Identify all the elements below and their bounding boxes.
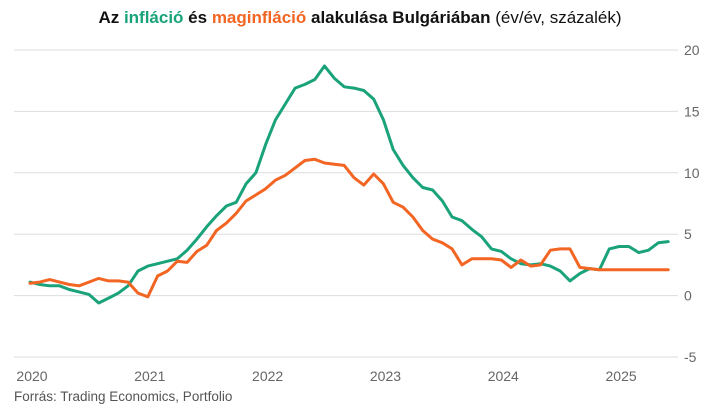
y-tick-label: -5	[684, 349, 697, 365]
title-series-inflation: infláció	[123, 8, 184, 27]
series-line-inflation	[28, 64, 670, 305]
y-tick-label: 10	[684, 165, 700, 181]
y-axis-ticks: 20 15 10 5 0 -5	[684, 42, 700, 365]
y-tick-label: 5	[684, 226, 692, 242]
title-units: (év/év, százalék)	[490, 8, 622, 27]
chart-title: Az infláció és maginfláció alakulása Bul…	[0, 8, 720, 28]
title-prefix: Az	[98, 8, 124, 27]
x-tick-label: 2020	[16, 368, 47, 384]
x-tick-label: 2021	[134, 368, 165, 384]
y-tick-label: 0	[684, 288, 692, 304]
gridlines	[14, 49, 678, 358]
title-suffix: alakulása Bulgáriában	[306, 8, 491, 27]
y-tick-label: 20	[684, 42, 700, 58]
title-middle: és	[183, 8, 212, 27]
x-tick-label: 2023	[370, 368, 401, 384]
x-axis-ticks: 2020 2021 2022 2023 2024 2025	[16, 368, 636, 384]
x-tick-label: 2025	[606, 368, 637, 384]
series-lines	[28, 64, 670, 305]
title-series-core: maginfláció	[211, 8, 307, 27]
x-tick-label: 2022	[252, 368, 283, 384]
y-tick-label: 15	[684, 103, 700, 119]
x-tick-label: 2024	[488, 368, 519, 384]
series-line-core-inflation	[28, 157, 670, 299]
source-note: Forrás: Trading Economics, Portfolio	[14, 389, 233, 404]
